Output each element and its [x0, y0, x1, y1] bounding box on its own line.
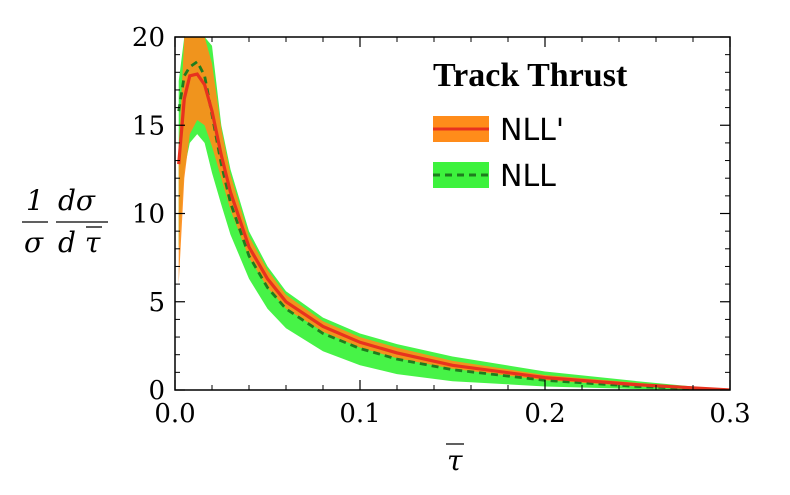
y-label-one: 1	[26, 184, 44, 217]
series-lines	[177, 59, 730, 390]
legend: Track Thrust NLL' NLL	[433, 57, 628, 194]
legend-title: Track Thrust	[433, 57, 628, 94]
y-tick-label: 20	[132, 23, 165, 53]
y-tick-label: 15	[132, 111, 165, 141]
y-tick-label: 5	[148, 288, 165, 318]
svg-text:τ: τ	[447, 444, 463, 477]
x-tick-label: 0.0	[154, 399, 195, 429]
y-tick-label: 0	[148, 376, 165, 406]
x-axis-label: τ	[446, 443, 464, 477]
axis-ticks	[174, 36, 731, 391]
y-tick-label: 10	[132, 200, 165, 230]
y-label-sigma: σ	[24, 226, 44, 259]
x-tick-label: 0.2	[524, 399, 565, 429]
y-label-dtau: d τ	[58, 226, 101, 259]
x-tick-label: 0.1	[339, 399, 380, 429]
tick-labels: 0.0 0.1 0.2 0.3 0 5 10 15 20	[132, 23, 751, 429]
line-nll	[177, 59, 730, 390]
line-nllp	[177, 72, 730, 390]
x-tick-label: 0.3	[709, 399, 750, 429]
y-label-dsigma: dσ	[58, 184, 96, 217]
legend-label-nll: NLL	[500, 159, 556, 194]
legend-label-nllp: NLL'	[500, 113, 564, 148]
y-axis-label: 1 σ dσ d τ	[22, 184, 108, 259]
